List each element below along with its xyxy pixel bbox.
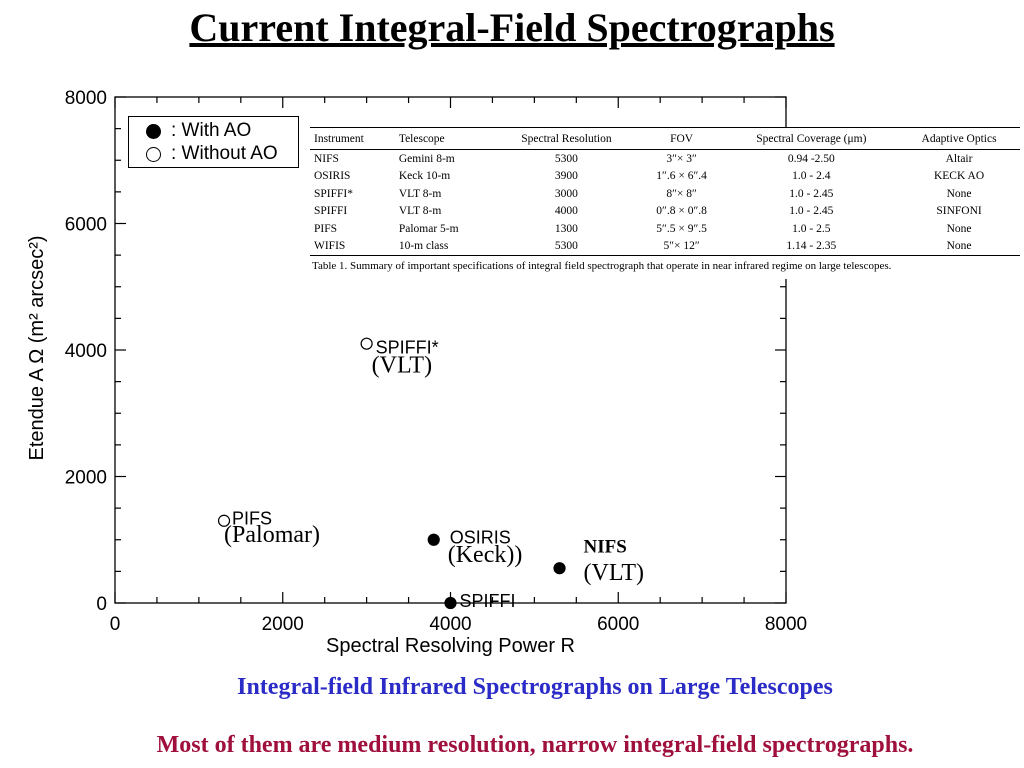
table-cell: 10-m class (394, 237, 495, 256)
data-point-sublabel: (VLT) (372, 353, 432, 379)
table-cell: 0.94 -2.50 (787, 152, 835, 165)
table-cell: Keck 10-m (398, 170, 451, 183)
table-cell: 0″.8 × 0″.8 (656, 205, 707, 218)
data-point-sublabel: (VLT) (584, 560, 644, 586)
table-cell: 1.0 - 2.4 (792, 170, 831, 183)
slide-footnote: Most of them are medium resolution, narr… (156, 732, 914, 758)
table-header-cell: Spectral Coverage (μm) (724, 127, 899, 150)
table-header-cell: Telescope (394, 127, 495, 150)
table-cell: 1300 (554, 222, 578, 235)
x-tick-label: 0 (110, 614, 121, 635)
table-cell: 1.0 - 2.5 (792, 222, 831, 235)
table-cell: 1.14 - 2.35 (724, 237, 899, 256)
table-row: SPIFFI* VLT 8-m 3000 8″× 8″ 1.0 - 2.45 N… (310, 185, 1020, 203)
table-cell: 1.0 - 2.45 (789, 187, 834, 200)
table-cell: VLT 8-m (398, 187, 442, 200)
table-header-row: Instrument Telescope Spectral Resolution… (310, 127, 1020, 150)
table-cell: 5″.5 × 9″.5 (656, 222, 707, 235)
data-point-sublabel: (Palomar) (224, 522, 320, 548)
table-header-cell: Adaptive Optics (898, 127, 1020, 150)
table-cell: KECK AO (933, 170, 985, 183)
table-cell: None (946, 222, 972, 235)
table-cell: None (898, 237, 1020, 256)
table-cell: NIFS (314, 152, 339, 165)
y-tick-label: 4000 (65, 341, 107, 362)
table-cell: 5″× 12″ (638, 237, 725, 256)
table-caption: Table 1. Summary of important specificat… (312, 260, 892, 272)
y-tick-label: 6000 (65, 215, 107, 236)
data-point-label: NIFS (584, 537, 627, 558)
table-cell: None (946, 187, 972, 200)
spec-table-panel: Instrument Telescope Spectral Resolution… (310, 127, 1020, 279)
table-cell: SPIFFI* (314, 187, 353, 200)
table-cell: 1.0 - 2.45 (789, 205, 834, 218)
table-cell: Palomar 5-m (398, 222, 459, 235)
table-cell: 5300 (554, 152, 578, 165)
y-tick-label: 0 (96, 594, 107, 615)
legend-item-without-ao: : Without AO (146, 142, 298, 165)
chart-legend: : With AO : Without AO (128, 116, 299, 168)
table-cell: 1″.6 × 6″.4 (656, 170, 707, 183)
scatter-chart: 0 2000 4000 6000 8000 0 2000 4000 6000 8000 Spectr… (26, 88, 807, 657)
filled-data-point (553, 562, 566, 575)
table-cell: 5300 (494, 237, 639, 256)
table-header-cell: Spectral Resolution (494, 127, 639, 150)
table-cell: WIFIS (310, 237, 395, 256)
y-tick-label: 8000 (65, 88, 107, 109)
legend-item-with-ao: : With AO (146, 119, 298, 142)
table-cell: 4000 (554, 205, 578, 218)
y-tick-label: 2000 (65, 468, 107, 489)
filled-data-point (427, 533, 440, 546)
table-row: WIFIS 10-m class 5300 5″× 12″ 1.14 - 2.3… (310, 237, 1020, 256)
legend-label-with-ao: : With AO (171, 120, 252, 141)
open-circle-icon (146, 147, 161, 162)
slide-subtitle: Integral-field Infrared Spectrographs on… (237, 674, 833, 700)
table-cell: 8″× 8″ (666, 187, 697, 200)
table-cell: Altair (945, 152, 973, 165)
table-cell: 3000 (554, 187, 578, 200)
table-header-cell: Instrument (310, 127, 395, 150)
table-cell: 3″× 3″ (666, 152, 697, 165)
x-tick-label: 6000 (597, 614, 639, 635)
table-cell: PIFS (314, 222, 338, 235)
legend-label-without-ao: : Without AO (171, 143, 278, 164)
table-cell: VLT 8-m (398, 205, 442, 218)
data-point-label: SPIFFI* (376, 337, 439, 357)
slide-title: Current Integral-Field Spectrographs (189, 5, 835, 50)
table-cell: SPIFFI (314, 205, 348, 218)
table-cell: 3900 (554, 170, 578, 183)
table-cell: OSIRIS (314, 170, 351, 183)
table-cell: Gemini 8-m (398, 152, 455, 165)
data-point-label: PIFS (232, 509, 272, 529)
x-tick-label: 8000 (765, 614, 807, 635)
filled-data-point (444, 596, 457, 610)
spec-table: Instrument Telescope Spectral Resolution… (310, 127, 1020, 256)
y-axis-title: Etendue A Ω (m² arcsec²) (26, 235, 48, 460)
table-cell: SINFONI (936, 205, 982, 218)
open-data-point (217, 514, 231, 527)
table-header-cell: FOV (638, 127, 725, 150)
x-tick-label: 2000 (262, 614, 304, 635)
data-point-label: SPIFFI (460, 591, 516, 611)
x-tick-label: 4000 (429, 614, 471, 635)
data-point-sublabel: (Keck)) (448, 542, 523, 568)
table-row: NIFS Gemini 8-m 5300 3″× 3″ 0.94 -2.50 A… (310, 150, 1020, 168)
table-row: PIFS Palomar 5-m 1300 5″.5 × 9″.5 1.0 - … (310, 220, 1020, 238)
open-data-point (360, 337, 373, 350)
x-axis-title: Spectral Resolving Power R (326, 635, 575, 657)
data-point-label: OSIRIS (450, 528, 511, 548)
table-row: SPIFFI VLT 8-m 4000 0″.8 × 0″.8 1.0 - 2.… (310, 203, 1020, 221)
filled-circle-icon (146, 124, 161, 139)
table-row: OSIRIS Keck 10-m 3900 1″.6 × 6″.4 1.0 - … (310, 168, 1020, 186)
